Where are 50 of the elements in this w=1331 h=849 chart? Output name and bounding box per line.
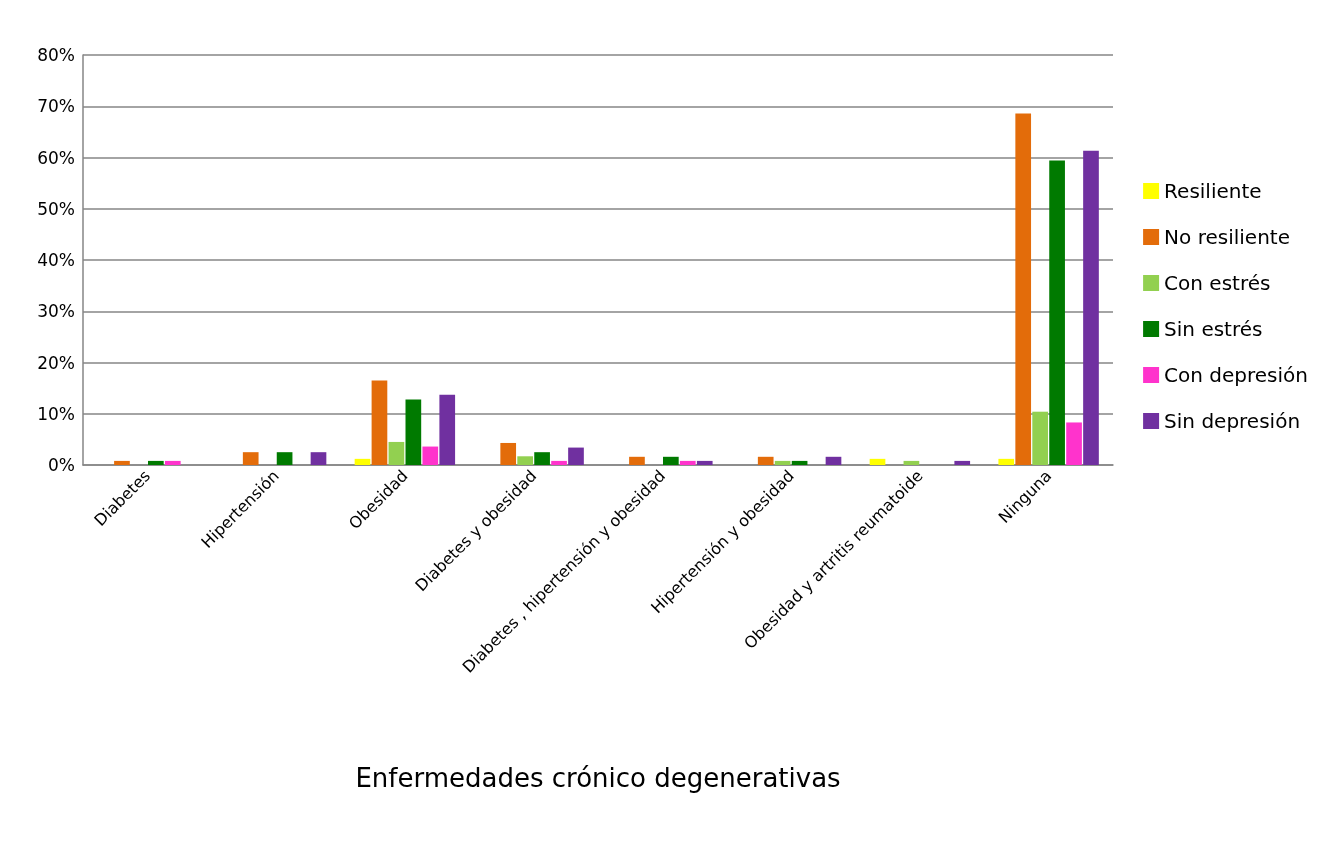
bar bbox=[500, 442, 517, 465]
bar bbox=[405, 399, 422, 465]
y-tick-label: 50% bbox=[37, 198, 75, 219]
bar bbox=[568, 447, 584, 465]
bar bbox=[1015, 113, 1032, 465]
bar bbox=[696, 460, 713, 465]
bar bbox=[422, 446, 439, 465]
legend-label: No resiliente bbox=[1164, 225, 1290, 249]
y-tick-label: 0% bbox=[48, 455, 75, 475]
y-tick-label: 40% bbox=[37, 250, 75, 270]
bar bbox=[774, 460, 791, 465]
bar bbox=[114, 460, 130, 465]
bar bbox=[164, 460, 181, 465]
bar bbox=[1083, 150, 1099, 465]
bar bbox=[242, 452, 259, 465]
bar bbox=[534, 452, 550, 465]
bar bbox=[439, 394, 456, 465]
bar bbox=[663, 456, 679, 465]
y-tick-label: 60% bbox=[37, 147, 75, 168]
bar bbox=[954, 460, 971, 465]
legend-label: Resiliente bbox=[1164, 179, 1262, 203]
bar bbox=[148, 460, 164, 465]
bar bbox=[551, 460, 567, 465]
bar bbox=[998, 458, 1015, 465]
bar bbox=[679, 460, 696, 465]
x-axis-title: Enfermedades crónico degenerativas bbox=[355, 763, 841, 793]
bar bbox=[1066, 422, 1082, 465]
legend-label: Sin depresión bbox=[1164, 409, 1301, 433]
y-tick-label: 20% bbox=[37, 352, 75, 373]
bar bbox=[825, 456, 842, 465]
y-tick-label: 70% bbox=[37, 96, 75, 117]
bar bbox=[388, 441, 405, 465]
legend-label: Sin estrés bbox=[1164, 317, 1263, 341]
legend-label: Con depresión bbox=[1164, 363, 1308, 387]
bar bbox=[517, 456, 533, 465]
y-tick-label: 80% bbox=[37, 45, 75, 65]
bar bbox=[869, 458, 886, 465]
legend-label: Con estrés bbox=[1164, 271, 1271, 295]
bar bbox=[354, 458, 371, 465]
bar bbox=[629, 456, 645, 465]
y-tick-label: 30% bbox=[37, 301, 75, 322]
bar bbox=[276, 452, 293, 465]
bar bbox=[1032, 411, 1048, 465]
y-tick-label: 10% bbox=[37, 403, 75, 424]
bar bbox=[757, 456, 774, 465]
bar bbox=[791, 460, 808, 465]
bar bbox=[1049, 160, 1065, 465]
bar bbox=[310, 452, 327, 465]
bar bbox=[371, 380, 388, 465]
bar bbox=[903, 460, 920, 465]
